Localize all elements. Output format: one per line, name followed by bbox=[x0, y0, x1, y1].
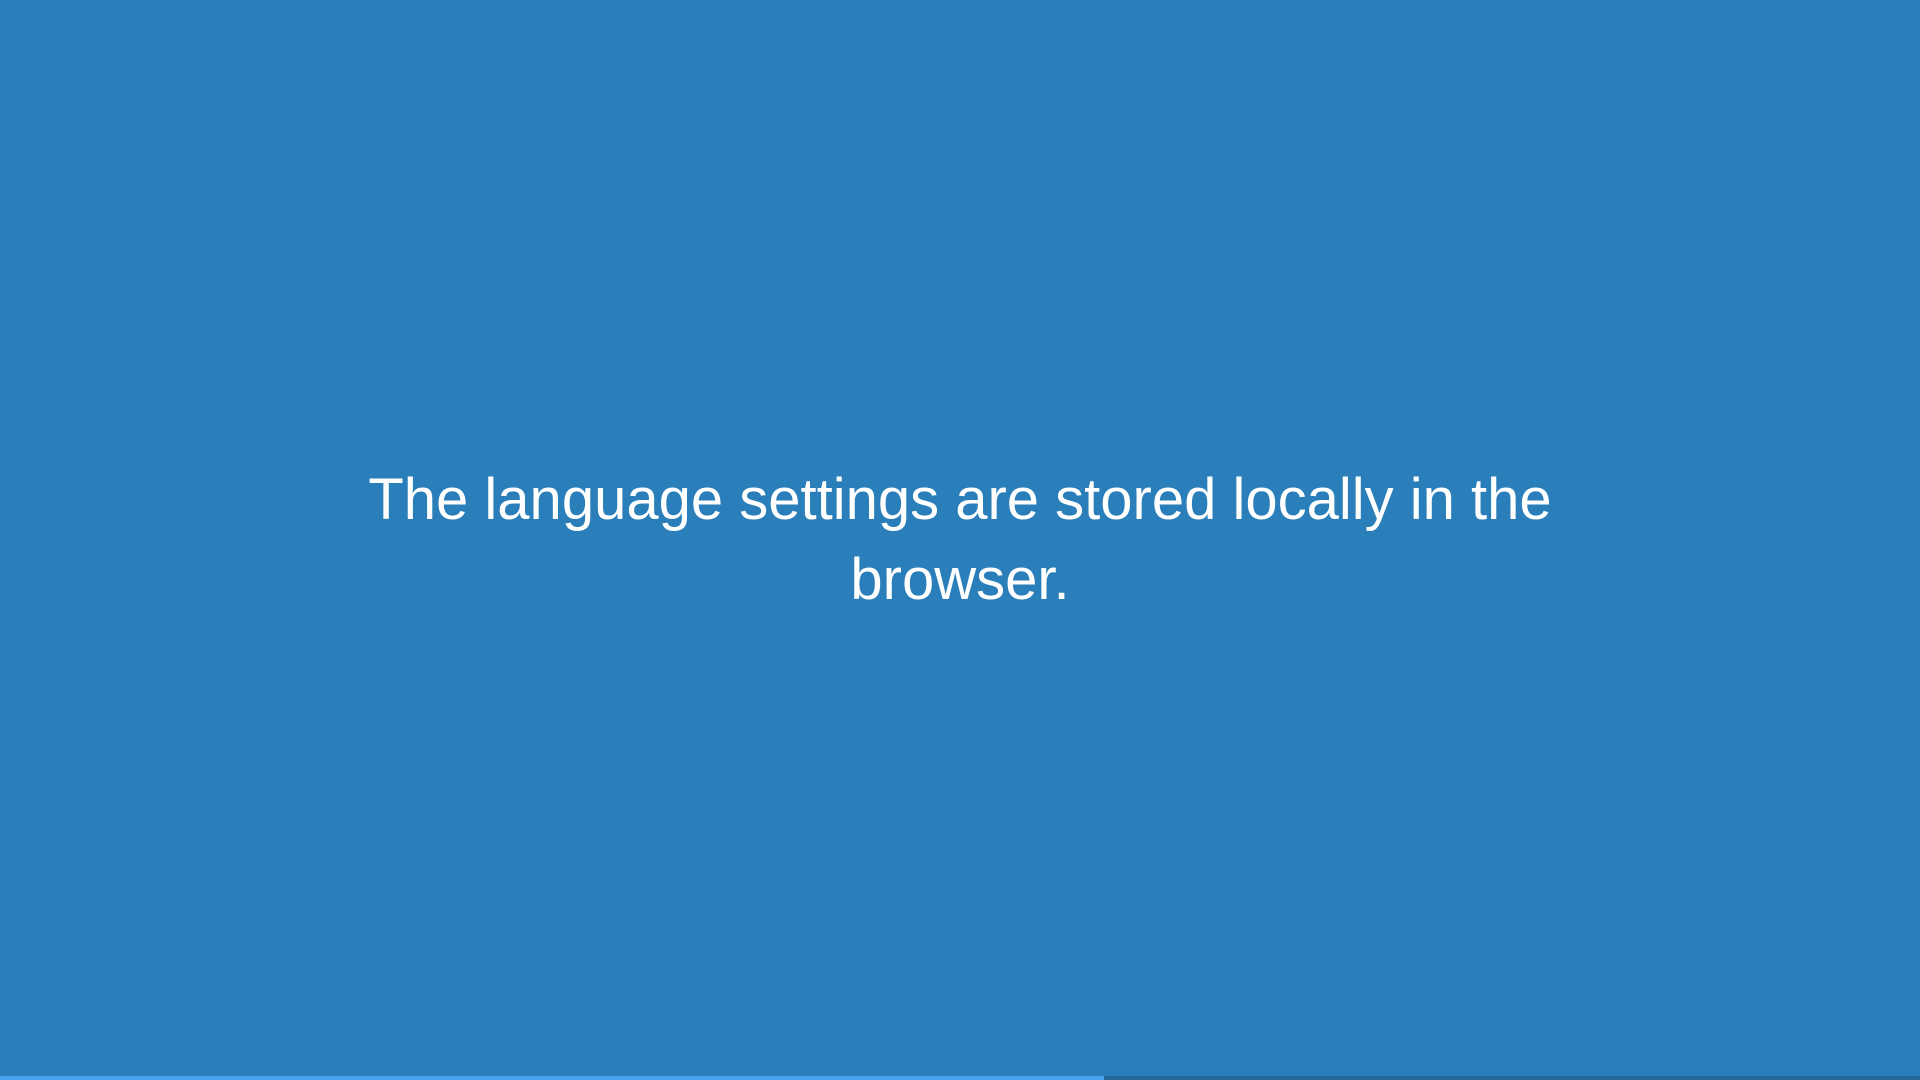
progress-bar bbox=[0, 1076, 1920, 1080]
progress-bar-fill bbox=[0, 1076, 1104, 1080]
slide-message: The language settings are stored locally… bbox=[368, 467, 1552, 612]
